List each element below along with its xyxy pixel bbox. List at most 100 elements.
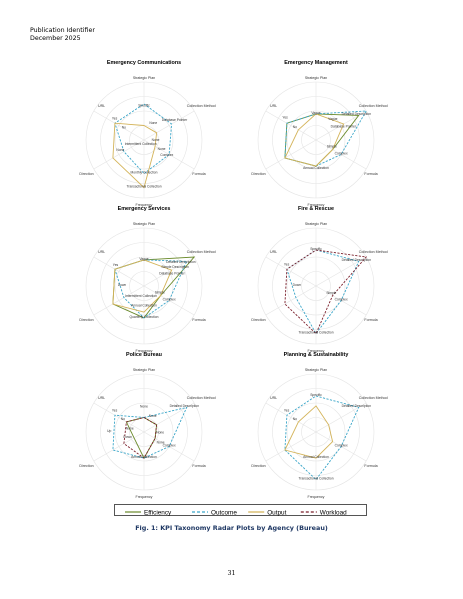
radar-axis-label: URL bbox=[270, 250, 277, 254]
radar-panel-1: Emergency Management Strategic Plan Collec… bbox=[251, 60, 387, 207]
radar-value-label: No bbox=[293, 125, 297, 129]
radar-value-label: Down bbox=[293, 283, 302, 287]
radar-spoke bbox=[265, 139, 317, 170]
radar-value-label: Yes bbox=[113, 263, 119, 267]
radar-axis-label: Formula bbox=[192, 172, 205, 176]
radar-value-label: Detailed Description bbox=[342, 404, 372, 408]
radar-title: Emergency Management bbox=[284, 60, 348, 66]
header-date: December 2025 bbox=[30, 35, 81, 42]
radar-panel-2: Emergency Services Strategic Plan Collecti… bbox=[79, 206, 215, 353]
radar-axis-label: Formula bbox=[364, 464, 377, 468]
radar-value-label: Intermittent Collection bbox=[125, 142, 157, 146]
radar-title: Emergency Communications bbox=[107, 60, 181, 66]
radar-axis-label: URL bbox=[98, 396, 105, 400]
radar-spoke bbox=[265, 431, 317, 462]
radar-value-label: Complex bbox=[160, 153, 173, 157]
radar-series-outcome bbox=[284, 395, 360, 481]
radar-value-label: Up bbox=[107, 429, 111, 433]
radar-panel-5: Planning & Sustainability Strategic Plan C… bbox=[251, 352, 387, 499]
legend-entries: Efficiency Outcome Output Workload bbox=[125, 509, 347, 516]
figure-caption: Fig. 1: KPI Taxonomy Radar Plots by Agen… bbox=[135, 524, 328, 532]
radar-axis-label: Direction bbox=[79, 318, 93, 322]
radar-value-label: Yes bbox=[282, 115, 288, 119]
radar-value-label: Annual Collection bbox=[303, 455, 329, 459]
radar-value-label: Annual Collection bbox=[303, 166, 329, 170]
radar-value-label: Complex bbox=[163, 444, 176, 448]
radar-value-label: Detailed Description bbox=[170, 404, 200, 408]
radar-spoke bbox=[143, 256, 195, 287]
radar-value-label: No bbox=[121, 417, 125, 421]
radar-value-label: Specific bbox=[138, 103, 150, 107]
radar-axis-label: Frequency bbox=[308, 495, 325, 499]
radar-spoke bbox=[93, 431, 145, 462]
radar-value-label: None bbox=[116, 148, 124, 152]
radar-value-label: Down bbox=[118, 283, 127, 287]
radar-title: Emergency Services bbox=[118, 206, 171, 212]
radar-axis-label: URL bbox=[98, 104, 105, 108]
radar-axis-label: Formula bbox=[192, 464, 205, 468]
radar-spoke bbox=[93, 402, 145, 433]
figure-legend: Efficiency Outcome Output Workload bbox=[114, 504, 367, 516]
radar-axis-label: Frequency bbox=[136, 495, 153, 499]
radar-series-output bbox=[112, 122, 158, 189]
radar-title: Planning & Sustainability bbox=[284, 352, 349, 358]
page-number: 31 bbox=[227, 570, 236, 577]
radar-axis-label: Frequency bbox=[308, 349, 325, 353]
radar-value-label: Vague bbox=[328, 117, 337, 121]
radar-spoke bbox=[265, 285, 317, 316]
radar-axis-label: Frequency bbox=[308, 203, 325, 207]
radar-axis-label: Collection Method bbox=[359, 250, 388, 254]
legend-label: Workload bbox=[320, 509, 347, 516]
radar-axis-label: Formula bbox=[364, 318, 377, 322]
radar-axis-label: Direction bbox=[79, 464, 93, 468]
radar-spoke bbox=[143, 110, 195, 141]
radar-value-label: Transactional Collection bbox=[126, 185, 161, 189]
radar-axis-label: Strategic Plan bbox=[305, 368, 327, 372]
radar-panel-0: Emergency Communications Strategic Plan Co… bbox=[79, 60, 215, 207]
radar-axis-label: Collection Method bbox=[359, 396, 388, 400]
legend-label: Outcome bbox=[211, 509, 237, 516]
radar-spoke bbox=[93, 256, 145, 287]
radar-axis-label: URL bbox=[270, 104, 277, 108]
radar-title: Fire & Rescue bbox=[298, 206, 334, 212]
radar-axis-label: Collection Method bbox=[187, 396, 216, 400]
radar-spoke bbox=[265, 110, 317, 141]
radar-axis-label: Strategic Plan bbox=[133, 76, 155, 80]
radar-value-label: Vague bbox=[139, 257, 148, 261]
radar-axis-label: Collection Method bbox=[359, 104, 388, 108]
radar-value-label: None bbox=[157, 441, 165, 445]
radar-axis-label: Formula bbox=[364, 172, 377, 176]
radar-axis-label: Direction bbox=[79, 172, 93, 176]
radar-spoke bbox=[93, 285, 145, 316]
radar-value-label: Yes bbox=[284, 262, 290, 266]
radar-value-label: None bbox=[140, 405, 148, 409]
radar-value-label: Database Pointer bbox=[159, 272, 185, 276]
radar-value-label: Detailed Description bbox=[166, 260, 196, 264]
radar-value-label: Detailed Description bbox=[342, 112, 372, 116]
radar-value-label: Simple bbox=[326, 291, 336, 295]
radar-axis-label: URL bbox=[98, 250, 105, 254]
legend-label: Efficiency bbox=[144, 509, 172, 516]
radar-value-label: Complex bbox=[163, 298, 176, 302]
radar-value-label: Quarterly Collection bbox=[130, 315, 159, 319]
radar-axis-label: Formula bbox=[192, 318, 205, 322]
radar-value-label: None bbox=[126, 426, 134, 430]
radar-spoke bbox=[315, 139, 367, 170]
radar-spoke bbox=[93, 110, 145, 141]
radar-panel-4: Police Bureau Strategic Plan Collection Me… bbox=[79, 352, 215, 499]
radar-panel-3: Fire & Rescue Strategic Plan Collection Me… bbox=[251, 206, 387, 353]
radar-spoke bbox=[93, 139, 145, 170]
radar-axis-label: Strategic Plan bbox=[133, 368, 155, 372]
radar-spoke bbox=[265, 256, 317, 287]
radar-axis-label: Strategic Plan bbox=[305, 222, 327, 226]
radar-value-label: Database Pointer bbox=[331, 124, 357, 128]
radar-value-label: None bbox=[158, 147, 166, 151]
legend-label: Output bbox=[267, 509, 286, 516]
radar-axis-label: Collection Method bbox=[187, 250, 216, 254]
radar-axis-label: Direction bbox=[251, 172, 265, 176]
radar-value-label: Down bbox=[123, 435, 132, 439]
radar-axis-label: Strategic Plan bbox=[305, 76, 327, 80]
radar-value-label: Complex bbox=[335, 444, 348, 448]
radar-series-workload bbox=[123, 417, 158, 459]
